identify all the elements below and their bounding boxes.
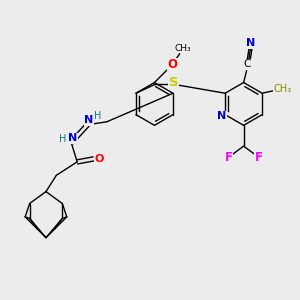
Text: C: C [243,59,250,69]
Text: F: F [254,151,262,164]
Text: N: N [217,111,226,121]
Text: N: N [84,115,94,125]
Text: N: N [68,133,77,143]
Text: S: S [169,76,178,89]
Text: CH₃: CH₃ [175,44,192,53]
Text: H: H [94,111,102,122]
Text: N: N [246,38,255,48]
Text: H: H [59,134,67,144]
Text: O: O [95,154,104,164]
Text: O: O [167,58,177,71]
Text: CH₃: CH₃ [274,84,292,94]
Text: F: F [225,151,233,164]
